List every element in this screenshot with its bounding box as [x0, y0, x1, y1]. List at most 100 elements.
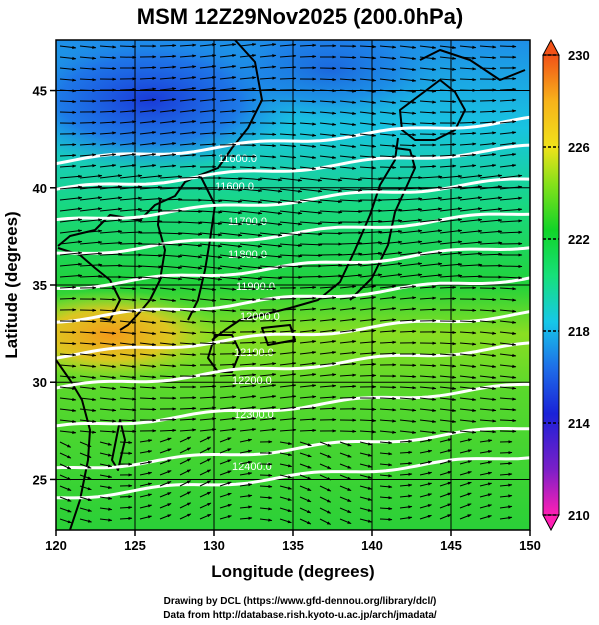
wind-arrow: [359, 187, 383, 192]
wind-arrow: [459, 353, 477, 357]
wind-arrow: [339, 463, 352, 469]
wind-arrow: [219, 481, 232, 487]
wind-arrow: [379, 273, 403, 278]
wind-arrow: [339, 89, 357, 93]
wind-arrow: [79, 229, 103, 234]
wind-arrow: [319, 199, 343, 204]
wind-arrow: [299, 318, 317, 322]
wind-arrow: [299, 485, 312, 492]
wind-arrow: [259, 351, 277, 355]
wind-arrow: [239, 232, 263, 237]
wind-arrow: [339, 166, 357, 170]
wind-arrow: [199, 458, 212, 465]
wind-arrow: [399, 45, 417, 49]
wind-arrow: [339, 507, 352, 514]
wind-arrow: [379, 396, 397, 401]
wind-arrow: [59, 100, 77, 104]
wind-arrow: [79, 153, 97, 157]
wind-arrow: [219, 287, 237, 291]
wind-arrow: [199, 153, 217, 158]
wind-arrow: [239, 276, 263, 281]
wind-arrow: [339, 285, 357, 289]
wind-arrow: [179, 502, 192, 509]
wind-arrow: [359, 111, 377, 116]
wind-arrow: [79, 78, 97, 82]
wind-arrow: [279, 243, 303, 248]
wind-arrow: [479, 364, 497, 369]
wind-arrow: [419, 504, 432, 509]
wind-arrow: [299, 428, 317, 433]
wind-arrow: [499, 505, 513, 509]
wind-arrow: [279, 144, 297, 148]
contour-line: [56, 246, 530, 290]
wind-arrow: [79, 142, 97, 146]
wind-arrow: [419, 240, 443, 245]
wind-arrow: [459, 263, 483, 267]
wind-arrow: [179, 164, 197, 168]
wind-arrow: [219, 120, 237, 124]
wind-arrow: [499, 219, 523, 223]
wind-arrow: [59, 285, 77, 289]
wind-arrow: [59, 463, 72, 470]
wind-arrow: [399, 505, 413, 509]
wind-arrow: [459, 481, 472, 487]
wind-arrow: [459, 514, 472, 520]
wind-arrow: [219, 427, 237, 432]
wind-arrow: [239, 405, 257, 410]
wind-arrow: [319, 496, 332, 503]
wind-arrow: [259, 177, 283, 182]
wind-arrow: [339, 273, 363, 278]
wind-arrow: [99, 474, 113, 479]
wind-arrow: [139, 471, 153, 476]
wind-arrow: [219, 76, 237, 80]
wind-arrow: [99, 419, 117, 423]
wind-arrow: [239, 87, 257, 91]
wind-arrow: [259, 144, 277, 148]
wind-arrow: [499, 152, 517, 157]
wind-arrow: [419, 164, 437, 169]
wind-arrow: [459, 207, 483, 212]
wind-arrow: [219, 437, 232, 443]
wind-arrow: [399, 494, 413, 498]
wind-arrow: [219, 504, 232, 509]
wind-arrow: [459, 185, 483, 190]
wind-arrow: [379, 122, 397, 126]
wind-arrow: [219, 98, 237, 102]
y-tick-label: 35: [33, 278, 47, 293]
wind-arrow: [499, 494, 513, 498]
wind-arrow: [159, 448, 172, 454]
wind-arrow: [399, 78, 417, 83]
wind-arrow: [379, 351, 397, 356]
wind-arrow: [219, 243, 243, 248]
wind-arrow: [199, 502, 212, 509]
wind-arrow: [99, 430, 117, 434]
wind-arrow: [79, 386, 97, 391]
wind-arrow: [199, 417, 217, 421]
wind-arrow: [239, 472, 253, 476]
wind-arrow: [399, 483, 413, 487]
wind-arrow: [99, 397, 117, 401]
wind-arrow: [259, 507, 273, 511]
wind-arrow: [259, 43, 277, 47]
x-axis-label: Longitude (degrees): [211, 562, 374, 581]
wind-arrow: [359, 295, 377, 300]
wind-arrow: [439, 449, 452, 454]
wind-arrow: [199, 265, 223, 270]
wind-arrow: [499, 141, 517, 146]
wind-arrow: [479, 99, 497, 103]
wind-arrow: [99, 408, 117, 412]
wind-arrow: [79, 274, 103, 278]
contour-line: [56, 456, 530, 500]
wind-arrow: [499, 44, 517, 49]
wind-arrow: [359, 318, 377, 322]
wind-arrow: [439, 142, 457, 147]
wind-arrow: [439, 297, 457, 301]
wind-arrow: [159, 98, 177, 102]
wind-arrow: [439, 89, 457, 93]
wind-arrow: [239, 416, 257, 421]
wind-arrow: [159, 418, 177, 422]
wind-arrow: [259, 394, 277, 399]
wind-arrow: [79, 67, 97, 71]
x-tick-label: 140: [361, 538, 383, 553]
wind-arrow: [419, 100, 437, 104]
